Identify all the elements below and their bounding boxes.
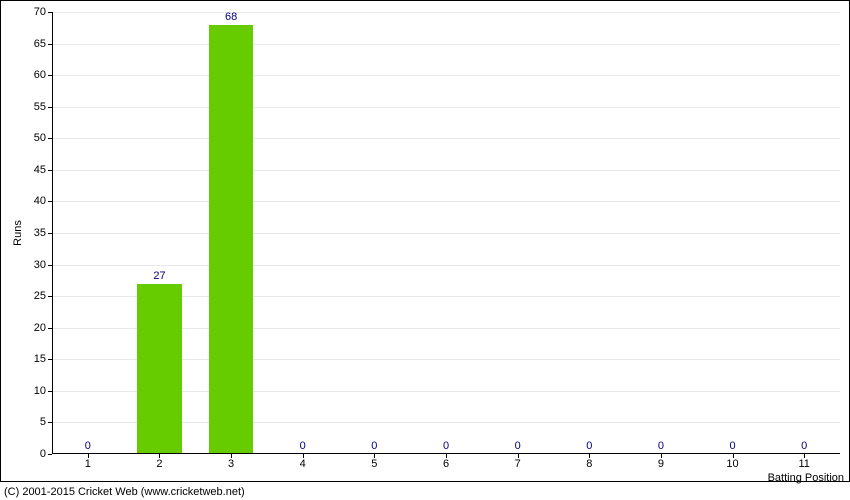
- x-tick-mark: [733, 454, 734, 458]
- gridline: [52, 170, 840, 171]
- x-tick-mark: [303, 454, 304, 458]
- bar-value-label: 0: [586, 440, 592, 452]
- gridline: [52, 138, 840, 139]
- x-tick-mark: [88, 454, 89, 458]
- bar-value-label: 0: [658, 440, 664, 452]
- y-axis-line: [52, 12, 53, 454]
- bar-value-label: 0: [443, 440, 449, 452]
- bar-value-label: 0: [371, 440, 377, 452]
- x-tick-mark: [804, 454, 805, 458]
- x-tick-mark: [446, 454, 447, 458]
- y-axis-label: Runs: [12, 220, 24, 246]
- bar-value-label: 68: [225, 11, 237, 23]
- gridline: [52, 12, 840, 13]
- gridline: [52, 44, 840, 45]
- bar-value-label: 0: [85, 440, 91, 452]
- x-tick-mark: [231, 454, 232, 458]
- bar-value-label: 0: [801, 440, 807, 452]
- bar: [209, 25, 253, 454]
- bar-value-label: 27: [153, 270, 165, 282]
- gridline: [52, 265, 840, 266]
- bar-value-label: 0: [515, 440, 521, 452]
- copyright-text: (C) 2001-2015 Cricket Web (www.cricketwe…: [4, 486, 245, 498]
- gridline: [52, 201, 840, 202]
- bar: [137, 284, 181, 454]
- x-tick-mark: [589, 454, 590, 458]
- y-tick-mark: [48, 454, 52, 455]
- gridline: [52, 107, 840, 108]
- gridline: [52, 233, 840, 234]
- x-tick-mark: [661, 454, 662, 458]
- x-axis-label: Batting Position: [768, 472, 844, 484]
- gridline: [52, 75, 840, 76]
- x-tick-mark: [159, 454, 160, 458]
- bar-value-label: 0: [729, 440, 735, 452]
- x-tick-mark: [374, 454, 375, 458]
- plot-area: 0510152025303540455055606570102273684050…: [52, 12, 840, 454]
- x-tick-mark: [518, 454, 519, 458]
- bar-value-label: 0: [300, 440, 306, 452]
- x-axis-line: [52, 453, 840, 454]
